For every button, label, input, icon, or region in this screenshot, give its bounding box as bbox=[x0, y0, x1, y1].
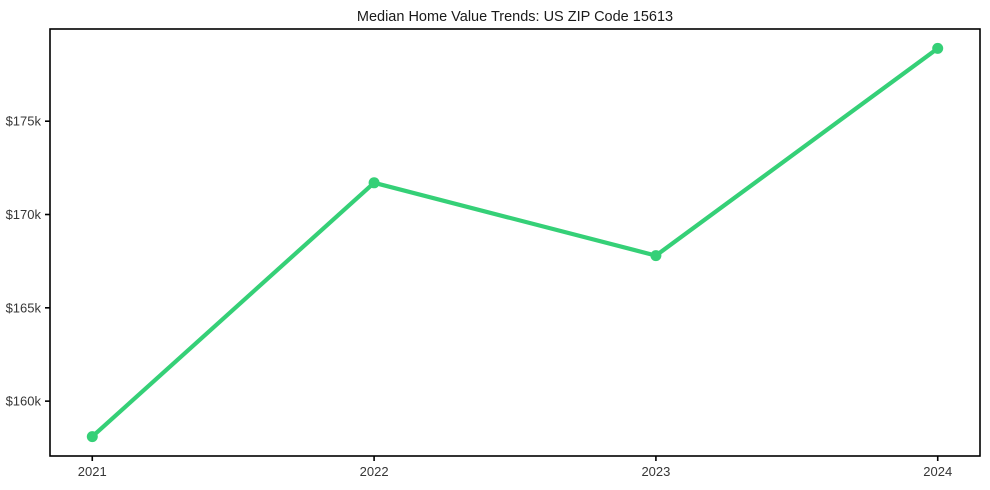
y-tick-label: $170k bbox=[6, 207, 42, 222]
x-tick-label: 2024 bbox=[923, 464, 952, 479]
x-tick-label: 2021 bbox=[78, 464, 107, 479]
x-axis: 2021 2022 2023 2024 bbox=[78, 456, 952, 479]
data-point-marker bbox=[86, 431, 98, 443]
chart-title: Median Home Value Trends: US ZIP Code 15… bbox=[357, 9, 673, 25]
trend-line bbox=[90, 46, 940, 439]
y-tick-label: $175k bbox=[6, 114, 42, 129]
x-tick-label: 2022 bbox=[360, 464, 389, 479]
y-axis: $160k $165k $170k $175k bbox=[6, 114, 50, 409]
series-layer bbox=[86, 42, 944, 443]
y-tick-label: $165k bbox=[6, 300, 42, 315]
y-tick-label: $160k bbox=[6, 394, 42, 409]
data-point-marker bbox=[650, 250, 662, 262]
plot-area-frame bbox=[49, 28, 981, 457]
data-point-marker bbox=[932, 42, 944, 54]
data-point-marker bbox=[368, 177, 380, 189]
x-tick-label: 2023 bbox=[641, 464, 670, 479]
